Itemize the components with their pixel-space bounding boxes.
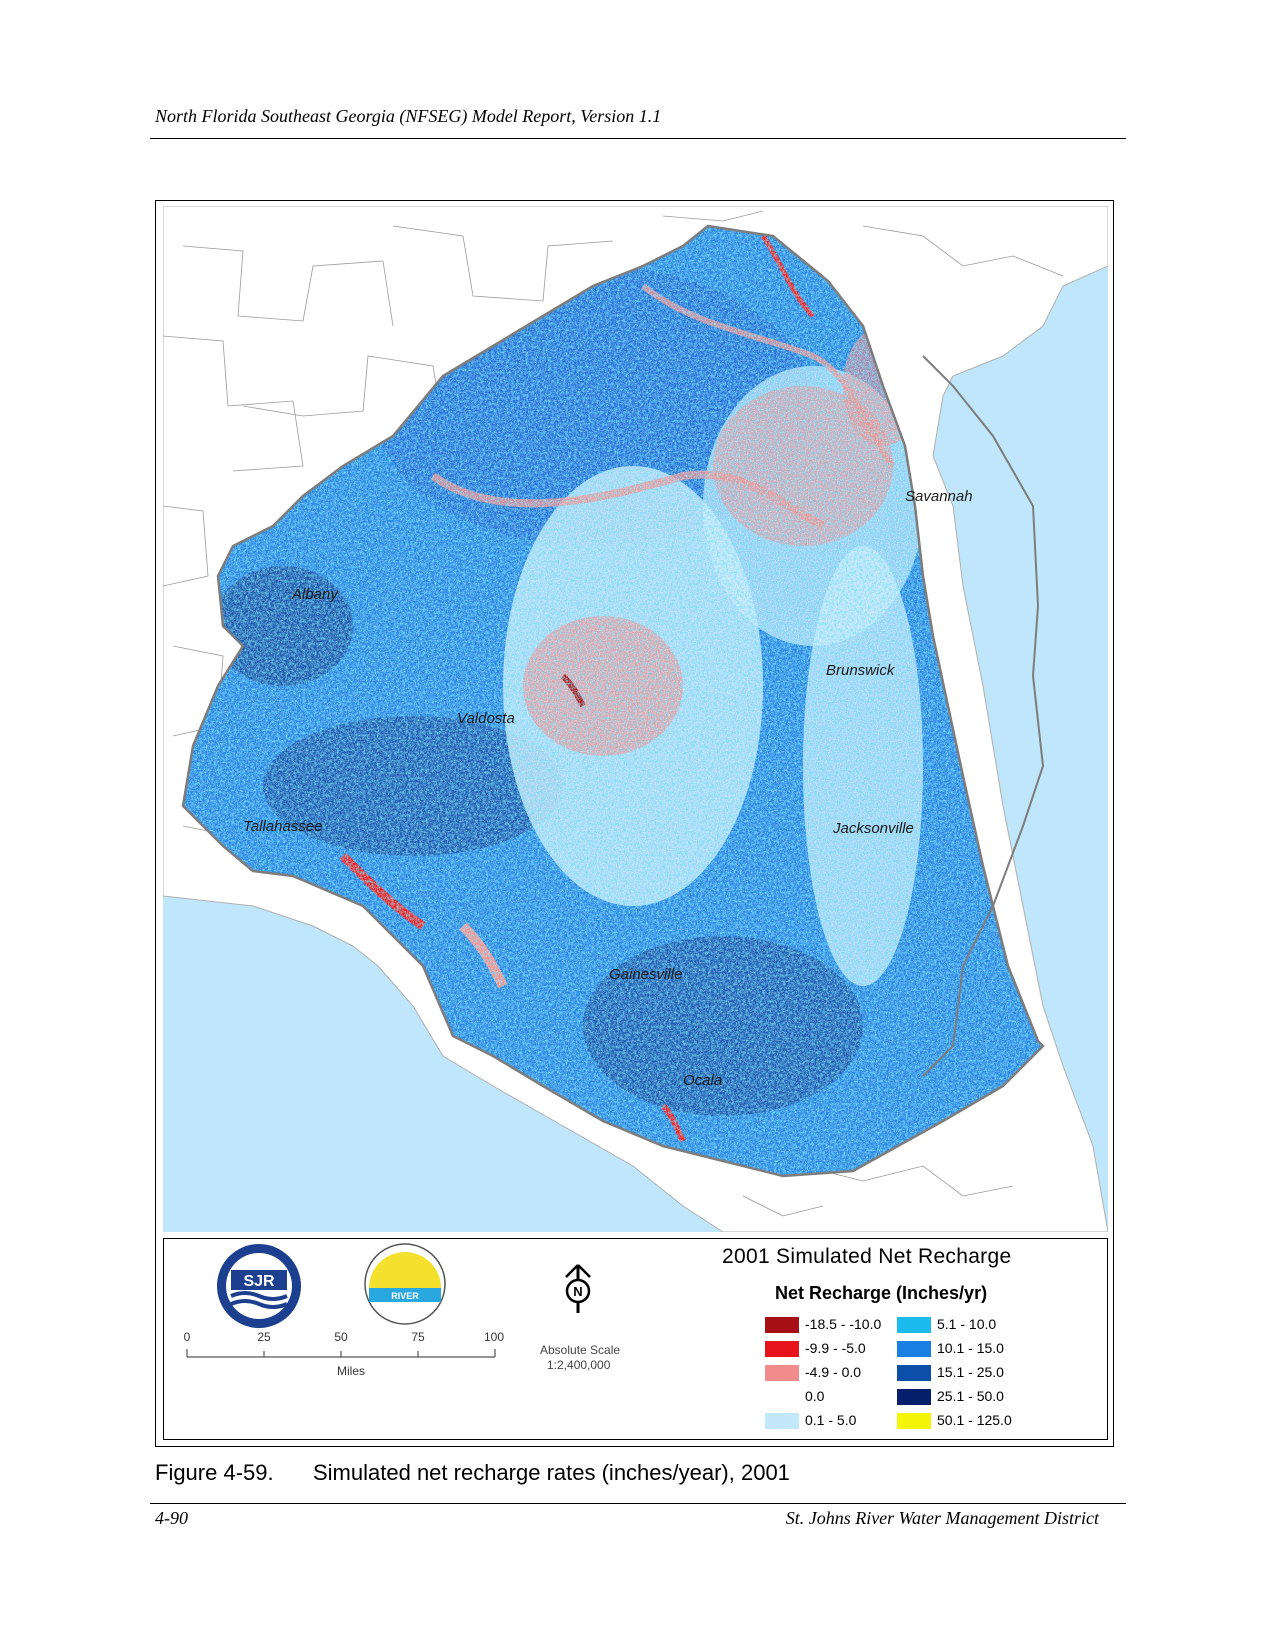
scale-tick-100: 100 (483, 1330, 505, 1344)
figure-number: Figure 4-59. (155, 1460, 274, 1485)
city-gainesville: Gainesville (609, 966, 683, 983)
legend-item: 5.1 - 10.0 (897, 1315, 997, 1334)
legend-swatch (765, 1365, 799, 1382)
legend-subtitle: Net Recharge (Inches/yr) (775, 1283, 988, 1303)
scale-tick-25: 25 (257, 1330, 271, 1344)
legend-label: 0.1 - 5.0 (805, 1412, 857, 1428)
scale-tick-50: 50 (334, 1330, 348, 1344)
legend-item: -9.9 - -5.0 (765, 1339, 866, 1358)
legend-item: -18.5 - -10.0 (765, 1315, 882, 1334)
legend-title: 2001 Simulated Net Recharge (722, 1245, 1012, 1268)
footer-rule (150, 1503, 1126, 1504)
city-ocala: Ocala (683, 1072, 723, 1089)
suwannee-river-logo: RIVER (364, 1243, 446, 1325)
absolute-scale: Absolute Scale 1:2,400,000 (540, 1343, 620, 1373)
scale-bar (186, 1349, 496, 1358)
legend-swatch (765, 1413, 799, 1430)
city-valdosta: Valdosta (457, 710, 515, 727)
legend-swatch (765, 1341, 799, 1358)
legend-label: 0.0 (805, 1388, 825, 1404)
figure-caption-text: Simulated net recharge rates (inches/yea… (313, 1460, 790, 1485)
city-savannah: Savannah (905, 488, 973, 505)
legend-label: -4.9 - 0.0 (805, 1364, 862, 1380)
legend-swatch (765, 1389, 799, 1405)
offshore-boundary (922, 355, 1045, 1077)
legend-item: 15.1 - 25.0 (897, 1363, 1004, 1382)
sjrwmd-logo-text: SJR (243, 1273, 275, 1290)
legend-label: -9.9 - -5.0 (805, 1340, 866, 1356)
legend-item: -4.9 - 0.0 (765, 1363, 862, 1382)
recharge-map (163, 206, 1108, 1232)
legend-swatch (897, 1389, 931, 1406)
absolute-scale-label: Absolute Scale (540, 1343, 621, 1357)
city-brunswick: Brunswick (826, 662, 895, 679)
legend-item: 10.1 - 15.0 (897, 1339, 1004, 1358)
legend-label: 50.1 - 125.0 (937, 1412, 1012, 1428)
absolute-scale-value: 1:2,400,000 (547, 1358, 611, 1372)
legend-item: 0.0 (765, 1387, 824, 1405)
legend-swatch (897, 1341, 931, 1358)
legend-item: 0.1 - 5.0 (765, 1411, 857, 1430)
legend-item: 50.1 - 125.0 (897, 1411, 1012, 1430)
legend-label: 5.1 - 10.0 (937, 1316, 997, 1332)
header-rule (150, 138, 1126, 139)
legend-label: 15.1 - 25.0 (937, 1364, 1004, 1380)
city-tallahassee: Tallahassee (243, 818, 323, 835)
legend-swatch (897, 1317, 931, 1334)
legend-swatch (765, 1317, 799, 1334)
map-frame (155, 200, 1114, 1447)
legend-panel (163, 1238, 1108, 1440)
suwannee-logo-text: RIVER (391, 1291, 419, 1301)
legend-label: 10.1 - 15.0 (937, 1340, 1004, 1356)
city-jacksonville: Jacksonville (833, 820, 914, 837)
model-boundary (181, 224, 1045, 1178)
north-arrow-letter: N (573, 1284, 582, 1299)
scale-unit: Miles (336, 1364, 365, 1378)
sjrwmd-logo: SJR (217, 1244, 301, 1328)
legend-label: -18.5 - -10.0 (805, 1316, 882, 1332)
legend-label: 25.1 - 50.0 (937, 1388, 1004, 1404)
scale-tick-0: 0 (183, 1330, 191, 1344)
page-number: 4-90 (155, 1508, 188, 1528)
legend-item: 25.1 - 50.0 (897, 1387, 1004, 1406)
legend-swatch (897, 1413, 931, 1430)
north-arrow-icon: N (565, 1264, 591, 1313)
footer-org: St. Johns River Water Management Distric… (785, 1508, 1099, 1528)
scale-tick-75: 75 (411, 1330, 425, 1344)
legend-swatch (897, 1365, 931, 1382)
running-header: North Florida Southeast Georgia (NFSEG) … (155, 106, 662, 126)
city-albany: Albany (292, 586, 338, 603)
figure-caption: Figure 4-59. Simulated net recharge rates… (155, 1460, 790, 1486)
